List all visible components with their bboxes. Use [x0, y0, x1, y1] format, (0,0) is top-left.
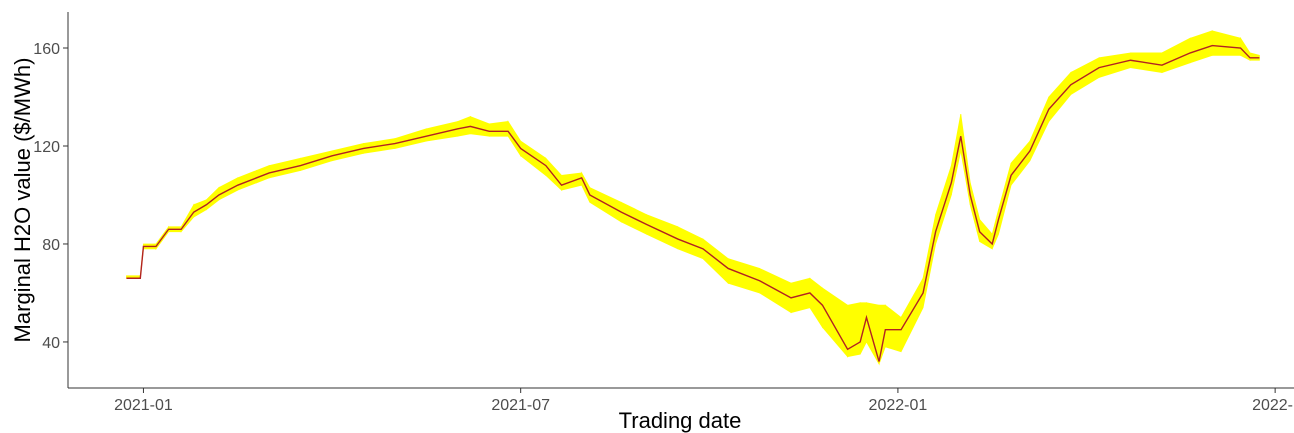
y-tick-label: 40 — [42, 335, 60, 352]
band-segment — [1098, 52, 1131, 78]
y-tick-label: 160 — [33, 41, 60, 58]
x-tick-label: 2022-01 — [869, 397, 928, 414]
band-segment — [727, 258, 760, 294]
x-tick-label: 2022- — [1252, 397, 1293, 414]
band-segment — [960, 114, 971, 205]
y-tick-label: 120 — [33, 139, 60, 156]
x-tick-label: 2021-01 — [114, 397, 173, 414]
x-tick-label: 2021-07 — [491, 397, 550, 414]
y-tick-label: 80 — [42, 237, 60, 254]
band-segment — [759, 267, 792, 314]
band-segment — [950, 114, 962, 196]
band-segment — [469, 116, 490, 137]
band-segment — [702, 238, 729, 285]
band-segment — [237, 169, 258, 191]
band-segment — [394, 128, 427, 149]
x-axis-title: Trading date — [619, 408, 742, 433]
band-segment — [205, 186, 220, 211]
band-segment — [488, 121, 509, 137]
band-segment — [520, 140, 547, 177]
line — [126, 44, 1260, 362]
band-segment — [589, 187, 622, 223]
band-segment — [900, 276, 924, 352]
band-segment — [545, 157, 562, 192]
band-segment — [268, 157, 302, 179]
band-segment — [1211, 30, 1241, 56]
band-segment — [822, 287, 849, 358]
band-segment — [884, 304, 902, 353]
band-segment — [507, 120, 522, 158]
y-axis-title: Marginal H2O value ($/MWh) — [10, 58, 35, 343]
band-segment — [677, 226, 704, 260]
band-segment — [1249, 52, 1260, 61]
band-segment — [935, 165, 952, 245]
band-segment — [425, 120, 459, 142]
band-segment — [218, 177, 239, 201]
